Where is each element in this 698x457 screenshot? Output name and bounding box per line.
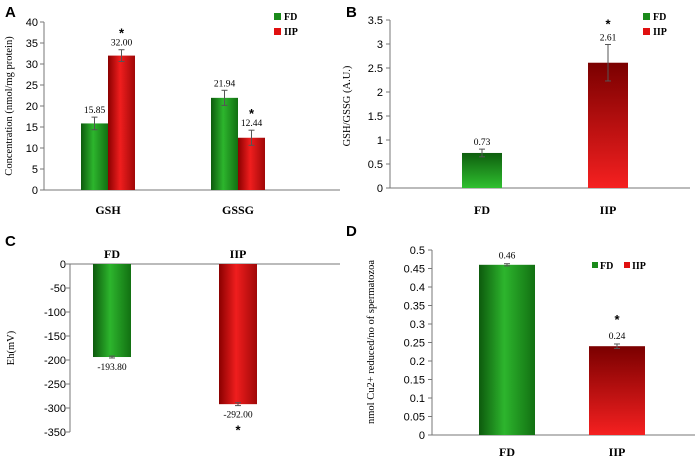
b-legend-label-fd: FD	[653, 12, 666, 23]
b-ytick-label: 0.5	[368, 159, 383, 171]
d-ytick-label: 0.5	[410, 245, 425, 257]
c-data-label: -292.00	[223, 411, 253, 421]
a-data-label: 15.85	[84, 106, 106, 116]
b-y-axis-title: GSH/GSSG (A.U.)	[342, 65, 353, 146]
a-ytick-label: 20	[26, 101, 38, 113]
b-bar-fd	[462, 152, 502, 188]
a-ytick-label: 15	[26, 122, 38, 134]
a-ytick-label: 0	[32, 185, 38, 197]
c-y-axis-title: Eh(mV)	[6, 330, 17, 365]
b-legend-label-iip: IIP	[653, 27, 667, 38]
panel-label-c: C	[5, 233, 16, 250]
d-ytick-label: 0.3	[410, 319, 425, 331]
a-y-axis-title: Concentration (nmol/mg protein)	[4, 36, 15, 176]
a-data-label: 12.44	[241, 119, 263, 129]
c-ytick-label: -150	[44, 331, 66, 343]
c-ytick-label: -200	[44, 355, 66, 367]
a-legend-swatch-fd	[274, 13, 281, 20]
d-legend-swatch-iip	[624, 262, 630, 268]
d-ytick-label: 0.15	[404, 375, 425, 387]
d-bar-iip	[589, 346, 645, 435]
d-legend-swatch-fd	[592, 262, 598, 268]
c-ytick-label: -100	[44, 307, 66, 319]
a-bar-iip-gsh	[108, 55, 135, 190]
b-data-label: 0.73	[474, 138, 491, 148]
b-data-label: 2.61	[600, 33, 617, 43]
b-category-label-fd: FD	[474, 203, 490, 217]
c-ytick-label: -300	[44, 403, 66, 415]
a-ytick-label: 30	[26, 59, 38, 71]
a-data-label: 32.00	[111, 39, 133, 49]
chart-panel-b: 0 0.5 1 1.5 2 2.5 3 3.5 GSH/GSSG (A.U.) 0.73 FD 2.6…	[342, 12, 690, 217]
d-category-label-fd: FD	[499, 445, 515, 457]
d-significance-marker: *	[614, 312, 620, 327]
chart-panel-c: 0 -50 -100 -150 -200 -250 -300 -350 Eh(mV) -193.8…	[6, 247, 340, 439]
b-category-label-iip: IIP	[600, 203, 617, 217]
a-bar-fd-gssg	[211, 97, 238, 190]
b-ytick-label: 0	[377, 183, 383, 195]
chart-panel-a: 0 5 10 15 20 25 30 35 40 Concentration (nmol/mg p…	[4, 12, 340, 217]
a-significance-marker: *	[249, 106, 255, 121]
b-ytick-label: 2	[377, 87, 383, 99]
d-category-label-iip: IIP	[609, 445, 626, 457]
a-ytick-label: 35	[26, 38, 38, 50]
b-ytick-label: 2.5	[368, 63, 383, 75]
d-ytick-label: 0.05	[404, 412, 425, 424]
a-bar-iip-gssg	[238, 137, 265, 190]
c-ytick-label: 0	[60, 259, 66, 271]
a-ytick-label: 25	[26, 80, 38, 92]
d-ytick-label: 0.25	[404, 338, 425, 350]
c-ytick-label: -250	[44, 379, 66, 391]
a-legend-label-fd: FD	[284, 12, 297, 23]
d-bar-fd	[479, 264, 535, 435]
a-legend-label-iip: IIP	[284, 27, 298, 38]
a-legend-swatch-iip	[274, 28, 281, 35]
c-data-label: -193.80	[97, 363, 127, 373]
b-legend-swatch-fd	[643, 13, 650, 20]
a-category-label-gsh: GSH	[95, 203, 121, 217]
d-ytick-label: 0.35	[404, 301, 425, 313]
b-bar-iip	[588, 62, 628, 188]
c-significance-marker: *	[235, 423, 241, 438]
d-data-label: 0.46	[499, 252, 516, 262]
d-legend-label-iip: IIP	[632, 261, 646, 272]
d-ytick-label: 0.4	[410, 282, 425, 294]
a-category-label-gssg: GSSG	[222, 203, 254, 217]
a-bar-fd-gsh	[81, 123, 108, 190]
a-significance-marker: *	[119, 26, 125, 41]
a-ytick-label: 10	[26, 143, 38, 155]
d-y-axis-title: nmol Cu2+ reduced/no of spermatozoa	[366, 260, 377, 424]
d-legend-label-fd: FD	[600, 261, 613, 272]
d-data-label: 0.24	[609, 332, 626, 342]
d-ytick-label: 0	[419, 430, 425, 442]
b-ytick-label: 1.5	[368, 111, 383, 123]
c-bar-fd	[93, 264, 131, 358]
panel-label-d: D	[346, 223, 357, 240]
d-ytick-label: 0.45	[404, 264, 425, 276]
c-bar-iip	[219, 264, 257, 405]
a-ytick-label: 40	[26, 17, 38, 29]
b-significance-marker: *	[605, 16, 611, 31]
b-ytick-label: 1	[377, 135, 383, 147]
panel-label-a: A	[5, 4, 16, 21]
b-ytick-label: 3.5	[368, 15, 383, 27]
c-ytick-label: -350	[44, 427, 66, 439]
c-category-label-iip: IIP	[230, 247, 247, 261]
panel-label-b: B	[346, 4, 357, 21]
a-data-label: 21.94	[214, 79, 236, 89]
d-ytick-label: 0.1	[410, 393, 425, 405]
a-ytick-label: 5	[32, 164, 38, 176]
b-legend-swatch-iip	[643, 28, 650, 35]
c-category-label-fd: FD	[104, 247, 120, 261]
d-ytick-label: 0.2	[410, 356, 425, 368]
c-ytick-label: -50	[50, 283, 66, 295]
chart-panel-d: 0 0.05 0.1 0.15 0.2 0.25 0.3 0.35 0.4 0.45 0.5 nmol…	[366, 245, 695, 457]
b-ytick-label: 3	[377, 39, 383, 51]
